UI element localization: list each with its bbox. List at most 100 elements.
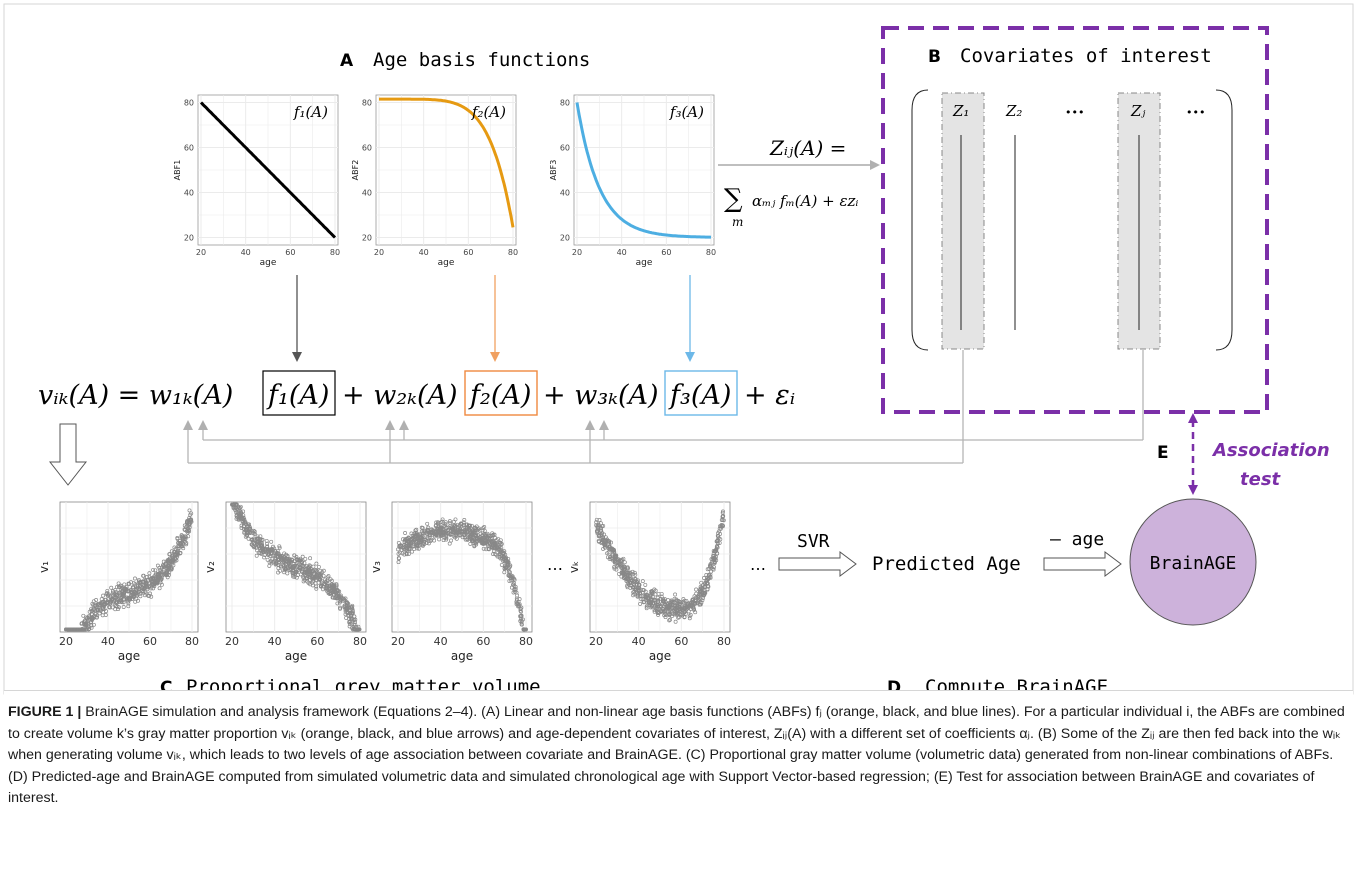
volume-y-label: vₖ xyxy=(567,561,581,573)
y-tick-label: 60 xyxy=(560,144,570,153)
volume-plot: 20 40 60 80 age v₃ xyxy=(369,501,533,663)
z-equation-sum: ∑ xyxy=(724,184,743,214)
y-tick-label: 80 xyxy=(560,99,570,108)
association-label-2: test xyxy=(1240,469,1282,490)
panel-a-title: Age basis functions xyxy=(373,49,590,71)
x-tick-label: 80 xyxy=(353,635,367,648)
abf-plot: 20 40 60 80 20 40 60 80 age ABF1 f₁(A) xyxy=(173,94,340,268)
covariate-label: Z₂ xyxy=(1005,102,1022,120)
flow-ellipsis: … xyxy=(750,555,766,574)
x-tick-label: 40 xyxy=(632,635,646,648)
panel-a-letter: A xyxy=(340,51,354,71)
x-tick-label: 60 xyxy=(310,635,324,648)
abf-y-label: ABF1 xyxy=(173,160,182,181)
f2-box xyxy=(464,370,538,416)
volume-plot: 20 40 60 80 age v₁ xyxy=(37,501,199,663)
x-tick-label: 80 xyxy=(508,248,518,257)
y-tick-label: 20 xyxy=(362,234,372,243)
volume-plot: 20 40 60 80 age v₂ xyxy=(203,501,367,663)
y-tick-label: 20 xyxy=(184,234,194,243)
abf-y-label: ABF2 xyxy=(351,160,360,181)
f1-box xyxy=(262,370,336,416)
x-tick-label: 20 xyxy=(589,635,603,648)
x-tick-label: 20 xyxy=(391,635,405,648)
abf-curve xyxy=(379,97,515,228)
x-tick-label: 60 xyxy=(674,635,688,648)
y-tick-label: 80 xyxy=(362,99,372,108)
abf-curve xyxy=(575,102,712,239)
equation-term3: + w₃ₖ(A) xyxy=(543,380,659,411)
equation-f2: f₂(A) xyxy=(468,380,531,411)
abf-curve xyxy=(199,101,337,239)
y-tick-label: 80 xyxy=(184,99,194,108)
x-tick-label: 80 xyxy=(330,248,340,257)
minus-age-label: – age xyxy=(1050,529,1104,550)
x-tick-label: 20 xyxy=(225,635,239,648)
equation-tail: + εᵢ xyxy=(744,380,795,411)
y-tick-label: 40 xyxy=(184,189,194,198)
x-tick-label: 20 xyxy=(572,248,582,257)
y-tick-label: 20 xyxy=(560,234,570,243)
f3-box xyxy=(664,370,738,416)
volume-x-label: age xyxy=(649,649,671,663)
figure-caption: FIGURE 1 | BrainAGE simulation and analy… xyxy=(8,702,1346,810)
volume-x-label: age xyxy=(118,649,140,663)
volume-y-label: v₂ xyxy=(203,561,217,573)
abf-plot: 20 40 60 80 20 40 60 80 age ABF2 f₂(A) xyxy=(351,94,518,268)
volume-x-label: age xyxy=(451,649,473,663)
abf-x-label: age xyxy=(260,258,277,268)
volume-x-label: age xyxy=(285,649,307,663)
covariate-label: Z₁ xyxy=(952,102,969,120)
x-tick-label: 40 xyxy=(617,248,627,257)
x-tick-label: 80 xyxy=(706,248,716,257)
x-tick-label: 60 xyxy=(476,635,490,648)
x-tick-label: 40 xyxy=(434,635,448,648)
caption-text: BrainAGE simulation and analysis framewo… xyxy=(8,704,1345,806)
equation-term2: + w₂ₖ(A) xyxy=(342,380,458,411)
plots-ellipsis: … xyxy=(547,555,563,574)
volume-y-label: v₃ xyxy=(369,561,383,573)
matrix-left-bracket xyxy=(911,89,929,351)
x-tick-label: 60 xyxy=(463,248,473,257)
abf-y-label: ABF3 xyxy=(549,160,558,181)
z-equation-sum-index: m xyxy=(732,215,743,229)
x-tick-label: 80 xyxy=(519,635,533,648)
feedback-lines xyxy=(183,350,1144,464)
abf-function-label: f₁(A) xyxy=(293,103,328,121)
matrix-right-bracket xyxy=(1215,89,1233,351)
panel-b-title: Covariates of interest xyxy=(960,45,1212,67)
y-tick-label: 40 xyxy=(362,189,372,198)
x-tick-label: 20 xyxy=(196,248,206,257)
brainage-label: BrainAGE xyxy=(1150,553,1237,574)
brainage-circle xyxy=(1129,498,1257,626)
hollow-down-arrow xyxy=(48,423,88,486)
equation-f1: f₁(A) xyxy=(266,380,329,411)
panel-b-box xyxy=(881,26,1269,414)
x-tick-label: 40 xyxy=(101,635,115,648)
panel-e-letter: E xyxy=(1157,443,1169,463)
abf-x-label: age xyxy=(636,258,653,268)
x-tick-label: 80 xyxy=(717,635,731,648)
svr-label: SVR xyxy=(797,531,830,552)
abf-plot: 20 40 60 80 20 40 60 80 age ABF3 f₃(A) xyxy=(549,94,716,268)
covariate-label: ••• xyxy=(1065,106,1084,119)
x-tick-label: 60 xyxy=(143,635,157,648)
abf-function-label: f₃(A) xyxy=(669,103,704,121)
covariate-z1-column xyxy=(941,92,985,350)
z-equation-lhs: Zᵢⱼ(A) = xyxy=(769,136,846,160)
z-equation-rhs: αₘⱼ fₘ(A) + εᴢᵢ xyxy=(752,192,858,210)
abf-function-label: f₂(A) xyxy=(471,103,506,121)
covariate-matrix: Z₁ Z₂ ••• Zⱼ ••• xyxy=(911,89,1233,351)
volume-plot: 20 40 60 80 age vₖ xyxy=(567,501,731,663)
equation-lhs: vᵢₖ(A) = w₁ₖ(A) xyxy=(38,380,233,411)
svr-arrow xyxy=(778,551,857,577)
panel-b-letter: B xyxy=(928,47,941,67)
y-tick-label: 40 xyxy=(560,189,570,198)
abf-x-label: age xyxy=(438,258,455,268)
z-equation: Zᵢⱼ(A) = ∑ m αₘⱼ fₘ(A) + εᴢᵢ xyxy=(718,136,880,229)
minus-age-arrow xyxy=(1043,551,1122,577)
caption-label: FIGURE 1 | xyxy=(8,704,82,720)
x-tick-label: 20 xyxy=(374,248,384,257)
y-tick-label: 60 xyxy=(362,144,372,153)
